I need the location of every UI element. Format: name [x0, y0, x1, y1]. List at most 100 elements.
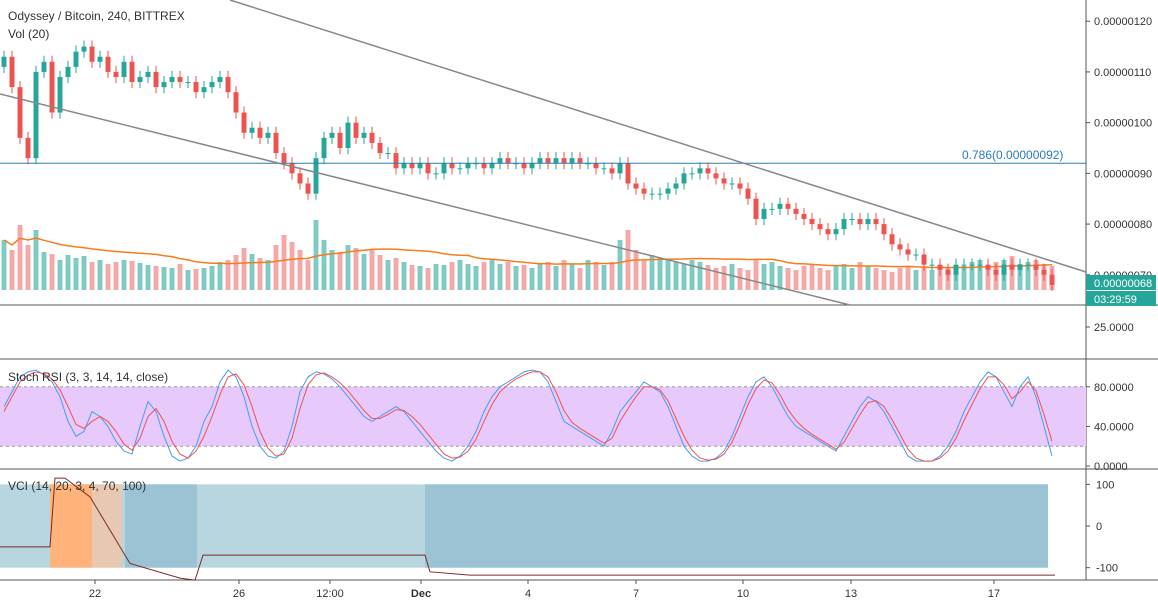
candle-body	[945, 269, 951, 275]
time-axis-label: 17	[988, 588, 1000, 600]
candle-body	[289, 163, 295, 174]
last-price-value: 0.00000068	[1094, 278, 1152, 290]
volume-bar	[985, 266, 991, 290]
volume-bar	[153, 266, 159, 290]
candle-body	[249, 127, 255, 133]
volume-bar	[561, 260, 567, 290]
volume-bar	[969, 262, 975, 290]
price-axis[interactable]: 0.00000120 0.00000110 0.00000100 0.00000090…	[1086, 16, 1152, 282]
candle-body	[625, 163, 631, 184]
volume-bar	[865, 266, 871, 290]
candle-body	[1025, 264, 1031, 266]
candle-body	[953, 264, 959, 275]
fib-level-label: 0.786(0.00000092)	[962, 148, 1063, 162]
vci-dark-zone	[425, 484, 1048, 568]
volume-bar	[257, 258, 263, 290]
stoch-tick-label: 0.0000	[1094, 461, 1128, 473]
volume-bar	[25, 245, 31, 290]
candle-body	[377, 142, 383, 154]
candle-body	[9, 56, 15, 88]
candle-body	[569, 158, 575, 164]
volume-bar	[449, 262, 455, 290]
volume-bar	[641, 260, 647, 290]
volume-bar	[825, 270, 831, 290]
candle-body	[649, 193, 655, 195]
volume-bar	[377, 255, 383, 290]
vci-line	[0, 477, 1055, 581]
stoch-band	[0, 386, 1086, 447]
candle-body	[385, 153, 391, 155]
candle-body	[1033, 264, 1039, 270]
volume-bar	[921, 268, 927, 290]
candle-body	[441, 163, 447, 174]
volume-bar	[89, 262, 95, 290]
stoch-title: Stoch RSI (3, 3, 14, 14, close)	[8, 370, 168, 384]
price-axis-label: 0.00000080	[1094, 219, 1152, 231]
candle-body	[601, 168, 607, 170]
stoch-axis[interactable]: 80.0000 40.0000 0.0000	[1086, 382, 1134, 473]
volume-bar	[809, 264, 815, 290]
candle-body	[857, 219, 863, 225]
pane2-axis[interactable]: 25.0000	[1086, 322, 1134, 334]
time-axis[interactable]: 22 26 12:00 Dec 4 7 10 13 17	[89, 580, 1000, 600]
price-axis-label: 0.00000110	[1094, 67, 1151, 79]
candle-body	[457, 168, 463, 170]
volume-bar	[873, 268, 879, 290]
volume-bar	[545, 262, 551, 290]
candle-body	[705, 168, 711, 174]
volume-bar	[617, 240, 623, 290]
volume-bar	[113, 262, 119, 290]
candle-body	[505, 158, 511, 164]
volume-bar	[553, 266, 559, 290]
candle-body	[537, 158, 543, 164]
volume-bar	[937, 266, 943, 290]
volume-bar	[353, 248, 359, 290]
volume-bar	[289, 242, 295, 290]
volume-bar	[121, 260, 127, 290]
last-price-tag	[1086, 275, 1156, 290]
stoch-band-lines	[0, 386, 1086, 447]
candle-body	[825, 229, 831, 235]
volume-bar	[817, 268, 823, 290]
volume-bar	[777, 266, 783, 290]
candle-body	[577, 158, 583, 164]
candle-body	[401, 163, 407, 169]
candle-body	[633, 183, 639, 189]
volume-bar	[857, 262, 863, 290]
volume-bar	[201, 268, 207, 290]
candle-body	[185, 82, 191, 84]
candle-body	[153, 71, 159, 88]
volume-ma-path	[3, 237, 1053, 269]
candle-body	[257, 127, 263, 138]
vci-axis[interactable]: 100 0 -100	[1086, 479, 1118, 575]
volume-bar	[841, 264, 847, 290]
candle-body	[33, 71, 39, 159]
candle-body	[321, 137, 327, 159]
trendlines[interactable]	[0, 0, 1087, 306]
volume-bar	[137, 263, 143, 290]
candle-body	[897, 244, 903, 250]
stoch-d-line	[3, 371, 1053, 462]
volume-bar	[633, 250, 639, 290]
volume-bar	[721, 266, 727, 290]
countdown-value: 03:29:59	[1094, 294, 1137, 306]
candle-body	[225, 77, 231, 93]
time-axis-label: Dec	[411, 588, 431, 600]
volume-bar	[281, 235, 287, 290]
volume-bar	[1017, 264, 1023, 290]
vci-fill-area	[0, 484, 1048, 568]
vci-tick-label: 100	[1096, 479, 1114, 491]
candle-body	[137, 77, 143, 83]
candle-body	[873, 219, 879, 225]
stoch-k-line	[3, 369, 1053, 462]
candle-body	[713, 173, 719, 179]
candle-body	[81, 46, 87, 52]
volume-bar	[1, 240, 7, 290]
volume-bar	[65, 255, 71, 290]
candle-body	[233, 92, 239, 113]
candle-body	[161, 82, 167, 88]
candle-body	[113, 71, 119, 77]
candle-body	[697, 168, 703, 174]
candle-body	[1, 56, 7, 67]
